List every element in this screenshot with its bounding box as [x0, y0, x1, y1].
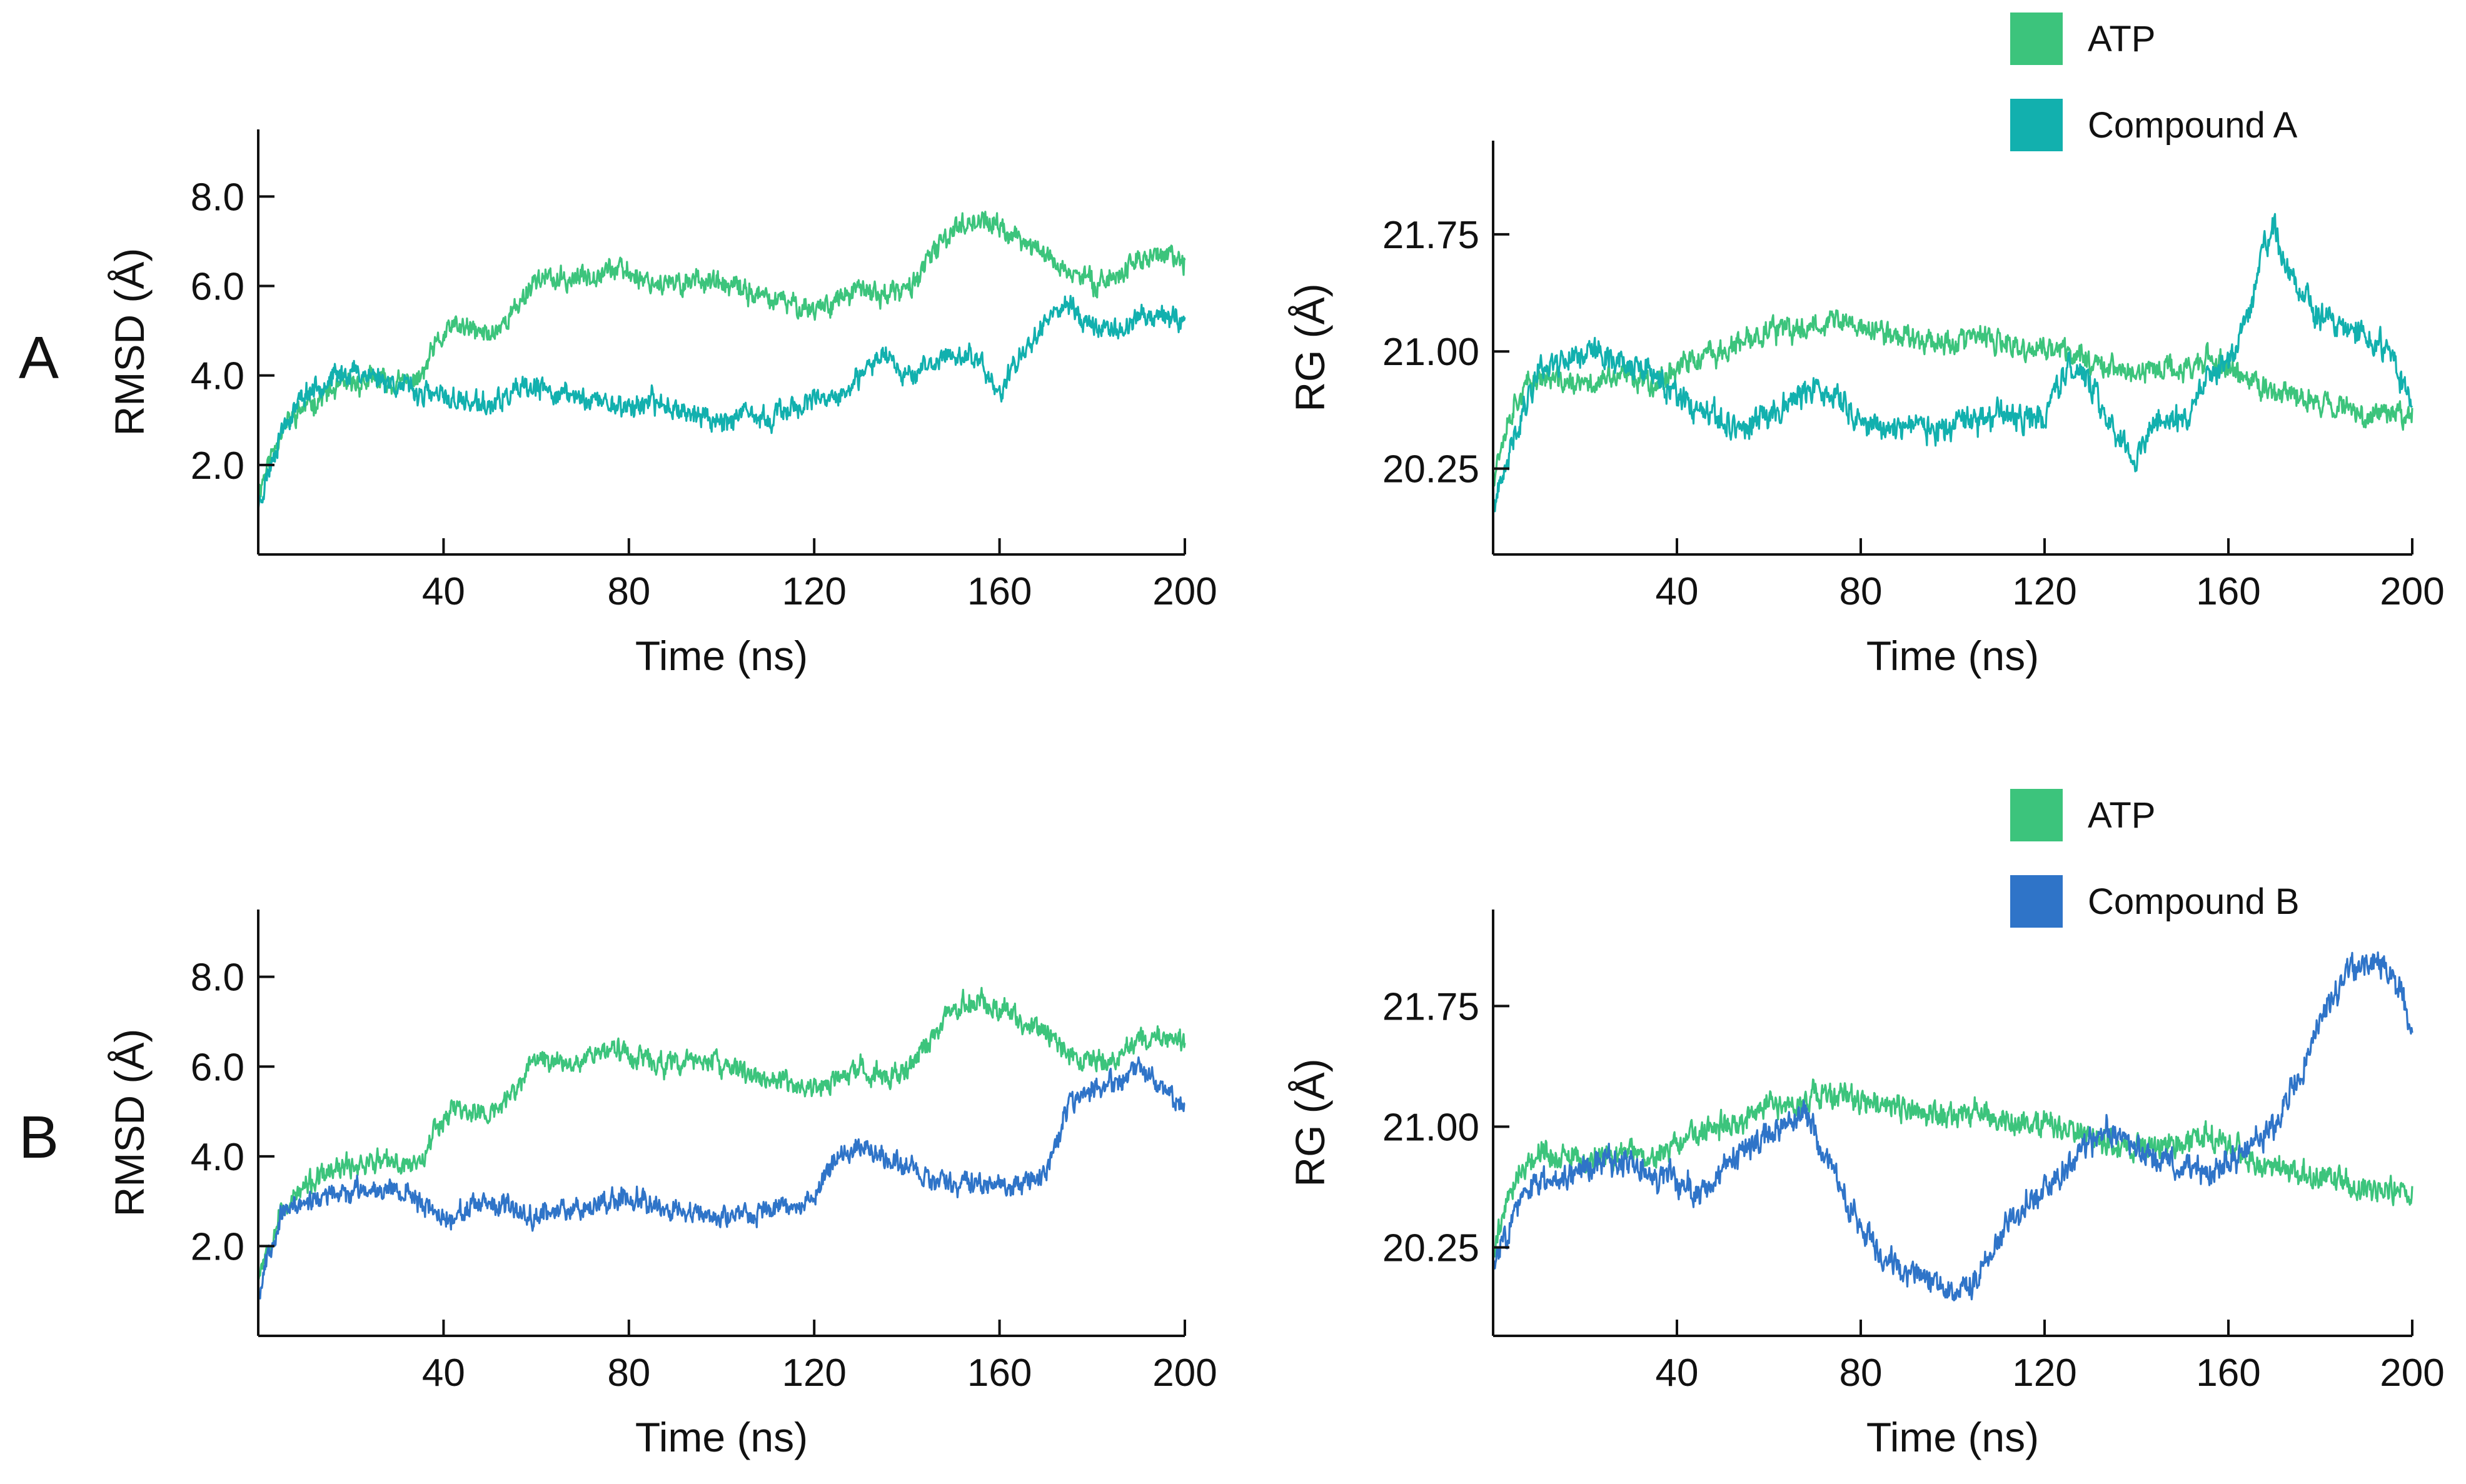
x-axis-title: Time (ns): [1866, 1414, 2039, 1460]
chart-panel-3: 40 80 120 160 200 2.0 4.0 6.0 8.0 Time (ns) RMSD (…: [106, 910, 1217, 1460]
panel-label-b: B: [19, 1104, 59, 1171]
legend-label: ATP: [2088, 795, 2156, 836]
series-line-atp: [1492, 1078, 2413, 1260]
chart-panel-2: 40 80 120 160 200 20.25 21.00 21.75 Time (ns) RG …: [1287, 141, 2445, 679]
y-tick-label: 20.25: [1382, 448, 1479, 491]
legend-label: ATP: [2088, 19, 2156, 59]
x-tick-label: 40: [422, 570, 465, 613]
x-tick-label: 80: [1839, 570, 1883, 613]
y-tick-label: 21.00: [1382, 1106, 1479, 1149]
series-line-atp: [257, 986, 1186, 1281]
series-line-compound-b: [257, 1056, 1185, 1300]
legend-swatch: [2010, 875, 2063, 928]
x-tick-label: 200: [1152, 1351, 1217, 1395]
y-tick-label: 2.0: [191, 1225, 244, 1268]
x-tick-label: 160: [2196, 570, 2260, 613]
series-line-compound-a: [257, 294, 1186, 511]
x-tick-label: 200: [2380, 1351, 2444, 1395]
x-axis-title: Time (ns): [1866, 633, 2039, 679]
chart-panel-1: 40 80 120 160 200 2.0 4.0 6.0 8.0 Time (ns) RMSD (…: [106, 129, 1217, 679]
y-tick-label: 2.0: [191, 444, 244, 488]
x-tick-label: 40: [1656, 570, 1699, 613]
x-tick-label: 40: [1656, 1351, 1699, 1395]
y-tick-label: 8.0: [191, 956, 244, 1000]
x-axis-title: Time (ns): [635, 633, 808, 679]
series-line-atp: [258, 211, 1186, 499]
y-tick-label: 21.00: [1382, 331, 1479, 374]
x-tick-label: 120: [2012, 1351, 2076, 1395]
x-tick-label: 80: [607, 570, 650, 613]
series-line-atp: [1492, 309, 2413, 488]
y-tick-label: 4.0: [191, 355, 244, 398]
y-tick-label: 21.75: [1382, 985, 1479, 1028]
y-axis-title: RMSD (Å): [106, 1029, 153, 1217]
x-tick-label: 160: [967, 570, 1032, 613]
x-tick-label: 200: [2380, 570, 2444, 613]
y-tick-label: 20.25: [1382, 1226, 1479, 1270]
x-tick-label: 120: [782, 1351, 846, 1395]
x-tick-label: 200: [1152, 570, 1217, 613]
y-tick-label: 6.0: [191, 1046, 244, 1089]
legend-swatch: [2010, 13, 2063, 65]
legend-label: Compound A: [2088, 105, 2298, 146]
x-tick-label: 160: [2196, 1351, 2260, 1395]
y-axis-title: RMSD (Å): [106, 248, 153, 436]
legend-1: ATP Compound A: [2010, 13, 2298, 151]
x-tick-label: 40: [422, 1351, 465, 1395]
panel-label-a: A: [19, 324, 59, 391]
y-tick-label: 6.0: [191, 266, 244, 309]
x-tick-label: 160: [967, 1351, 1032, 1395]
y-tick-label: 8.0: [191, 176, 244, 219]
legend-2: ATP Compound B: [2010, 789, 2300, 928]
x-axis-title: Time (ns): [635, 1414, 808, 1460]
legend-swatch: [2010, 99, 2063, 151]
legend-swatch: [2010, 789, 2063, 841]
x-tick-label: 80: [607, 1351, 650, 1395]
y-axis-title: RG (Å): [1287, 1058, 1333, 1186]
series-line-compound-b: [1492, 951, 2413, 1301]
x-tick-label: 120: [782, 570, 846, 613]
legend-label: Compound B: [2088, 881, 2300, 922]
x-tick-label: 120: [2012, 570, 2076, 613]
y-tick-label: 21.75: [1382, 214, 1479, 257]
y-tick-label: 4.0: [191, 1136, 244, 1179]
series-line-compound-a: [1492, 213, 2413, 513]
y-axis-title: RG (Å): [1287, 283, 1333, 411]
chart-panel-4: 40 80 120 160 200 20.25 21.00 21.75 Time (ns) RG …: [1287, 910, 2445, 1460]
x-tick-label: 80: [1839, 1351, 1883, 1395]
